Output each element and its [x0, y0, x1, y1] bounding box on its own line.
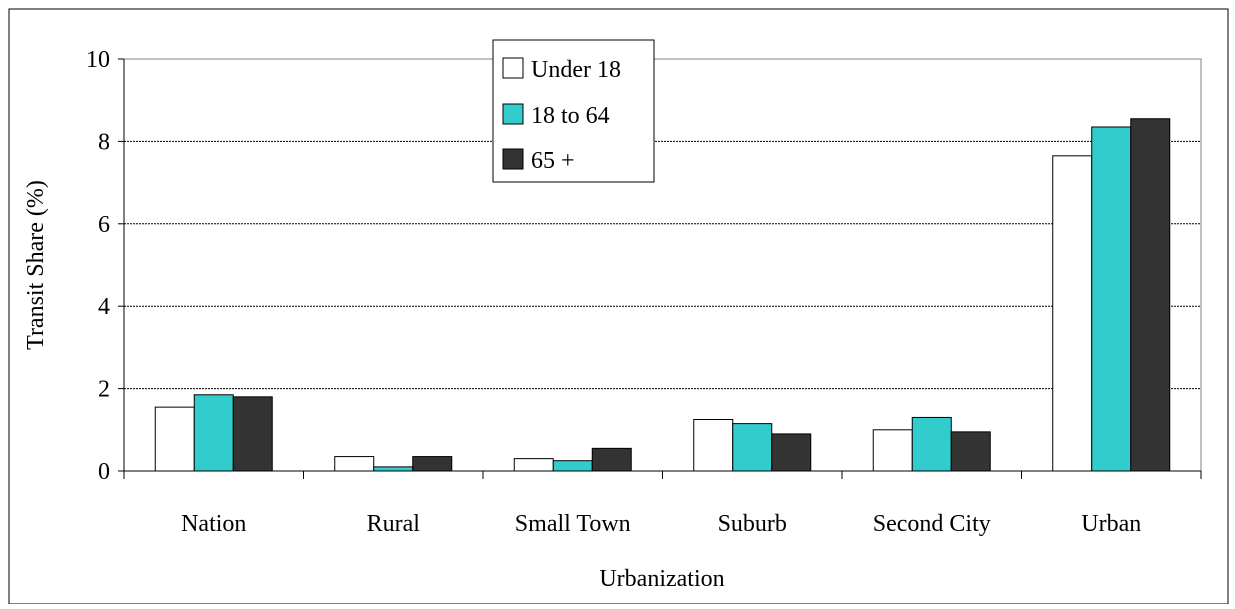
bar — [193, 394, 234, 472]
bars-group — [154, 118, 1171, 472]
plot-area — [123, 58, 1202, 472]
x-tick-label: Rural — [367, 511, 421, 537]
bar — [552, 460, 593, 472]
y-tick-label: 0 — [98, 459, 110, 485]
y-tick-label: 2 — [98, 377, 110, 403]
bar — [1052, 155, 1093, 472]
bar — [1130, 118, 1171, 472]
x-tick-label: Small Town — [515, 511, 631, 537]
y-axis: 0 2 4 6 8 10 — [86, 47, 125, 485]
legend-swatch — [502, 103, 524, 125]
gridlines — [124, 140, 1201, 390]
bar — [1091, 126, 1132, 472]
x-tick-label: Suburb — [718, 511, 787, 537]
y-axis-label: Transit Share (%) — [23, 180, 49, 350]
bar — [373, 466, 414, 472]
bar — [232, 396, 273, 472]
bar — [154, 406, 195, 472]
x-tick-label: Urban — [1081, 511, 1141, 537]
legend-label: Under 18 — [531, 57, 621, 83]
bar — [732, 423, 773, 472]
legend-label: 65 + — [531, 148, 575, 174]
bar — [513, 458, 554, 472]
legend-swatch — [502, 148, 524, 170]
bar — [872, 429, 913, 472]
y-tick-label: 4 — [98, 294, 110, 320]
legend: Under 18 18 to 64 65 + — [492, 39, 655, 183]
bar — [591, 447, 632, 472]
bar — [950, 431, 991, 472]
x-axis: Nation Rural Small Town Suburb Second City Ur… — [123, 470, 1202, 537]
bar — [334, 456, 375, 472]
legend-label: 18 to 64 — [531, 103, 610, 129]
y-tick-label: 6 — [98, 212, 110, 238]
y-tick-label: 8 — [98, 129, 110, 155]
y-tick-label: 10 — [86, 47, 110, 73]
legend-swatch — [502, 57, 524, 79]
bar — [911, 416, 952, 472]
x-tick-label: Second City — [873, 511, 991, 537]
bar — [693, 419, 734, 472]
bar — [412, 456, 453, 472]
x-tick-label: Nation — [181, 511, 246, 537]
x-axis-label: Urbanization — [599, 566, 724, 592]
bar — [771, 433, 812, 472]
